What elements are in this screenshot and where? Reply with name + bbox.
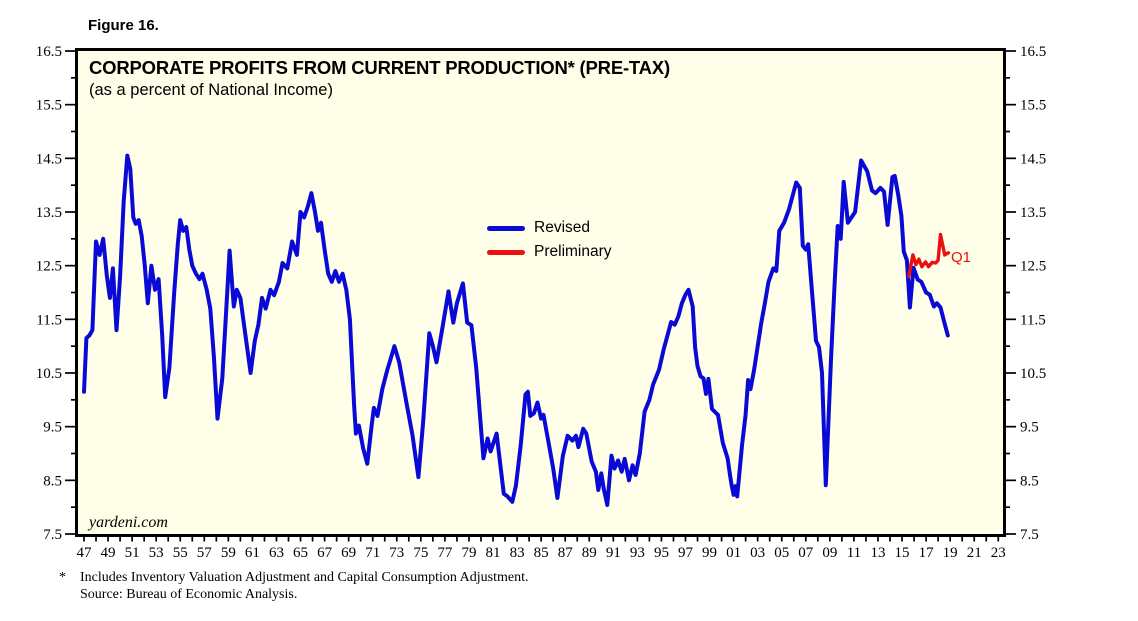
chart-frame: CORPORATE PROFITS FROM CURRENT PRODUCTIO… [75,48,1006,537]
x-tick-label: 13 [870,545,885,561]
x-tick-label: 11 [847,545,861,561]
legend-item-revised: Revised [487,216,612,240]
x-tick-label: 95 [654,545,669,561]
x-tick-label: 99 [702,545,717,561]
x-tick-label: 55 [173,545,188,561]
footnote-marker: * [59,570,66,585]
x-tick-label: 77 [437,545,453,561]
x-tick-label: 59 [221,545,236,561]
x-tick-label: 47 [77,545,93,561]
x-tick-label: 19 [943,545,958,561]
x-tick-label: 89 [582,545,597,561]
y-tick-label-right: 7.5 [1020,527,1039,543]
y-tick-label-right: 15.5 [1020,98,1046,114]
legend-item-preliminary: Preliminary [487,240,612,264]
y-tick-label-left: 9.5 [43,420,62,436]
y-tick-label-left: 10.5 [36,366,62,382]
y-tick-label-left: 8.5 [43,473,62,489]
y-tick-label-right: 11.5 [1020,312,1046,328]
chart-title: CORPORATE PROFITS FROM CURRENT PRODUCTIO… [89,57,670,78]
y-tick-label-left: 13.5 [36,205,62,221]
x-tick-label: 01 [726,545,741,561]
y-tick-label-right: 12.5 [1020,259,1046,275]
x-tick-label: 83 [510,545,525,561]
chart-subtitle: (as a percent of National Income) [89,81,333,99]
x-tick-label: 85 [534,545,549,561]
y-tick-label-right: 8.5 [1020,473,1039,489]
x-tick-label: 93 [630,545,645,561]
y-tick-label-right: 10.5 [1020,366,1046,382]
x-tick-label: 17 [919,545,935,561]
x-tick-label: 81 [486,545,501,561]
x-tick-label: 71 [365,545,380,561]
y-tick-label-right: 13.5 [1020,205,1046,221]
legend: Revised Preliminary [487,216,612,264]
legend-label-revised: Revised [534,219,590,236]
x-tick-label: 79 [461,545,476,561]
x-tick-label: 03 [750,545,765,561]
x-tick-label: 51 [125,545,140,561]
x-tick-label: 23 [991,545,1006,561]
x-tick-label: 75 [413,545,428,561]
x-tick-label: 21 [967,545,982,561]
y-tick-label-right: 9.5 [1020,420,1039,436]
x-tick-label: 67 [317,545,333,561]
watermark-yardeni: yardeni.com [89,514,168,531]
x-tick-label: 63 [269,545,284,561]
x-tick-label: 57 [197,545,213,561]
x-tick-label: 53 [149,545,164,561]
y-tick-label-left: 7.5 [43,527,62,543]
figure-label: Figure 16. [88,17,159,34]
x-tick-label: 97 [678,545,694,561]
x-tick-label: 91 [606,545,621,561]
x-tick-label: 87 [558,545,574,561]
footnote-lines: Includes Inventory Valuation Adjustment … [80,570,528,603]
y-tick-label-left: 14.5 [36,151,62,167]
y-tick-label-right: 16.5 [1020,44,1046,60]
y-tick-label-left: 16.5 [36,44,62,60]
x-tick-label: 07 [798,545,814,561]
x-tick-label: 73 [389,545,404,561]
x-tick-label: 05 [774,545,789,561]
legend-label-preliminary: Preliminary [534,243,612,260]
x-tick-label: 15 [895,545,910,561]
x-tick-label: 61 [245,545,260,561]
revised-line-swatch [487,225,525,231]
y-tick-label-left: 11.5 [36,312,62,328]
footnote-line-2: Source: Bureau of Economic Analysis. [80,586,298,602]
x-tick-label: 69 [341,545,356,561]
q1-annotation: Q1 [951,249,972,266]
y-tick-label-left: 15.5 [36,98,62,114]
y-tick-label-left: 12.5 [36,259,62,275]
footnote: * Includes Inventory Valuation Adjustmen… [59,570,528,603]
preliminary-line-swatch [487,249,525,255]
y-tick-label-right: 14.5 [1020,151,1046,167]
footnote-line-1: Includes Inventory Valuation Adjustment … [80,570,529,585]
x-tick-label: 09 [822,545,837,561]
x-tick-label: 49 [101,545,116,561]
x-tick-label: 65 [293,545,308,561]
